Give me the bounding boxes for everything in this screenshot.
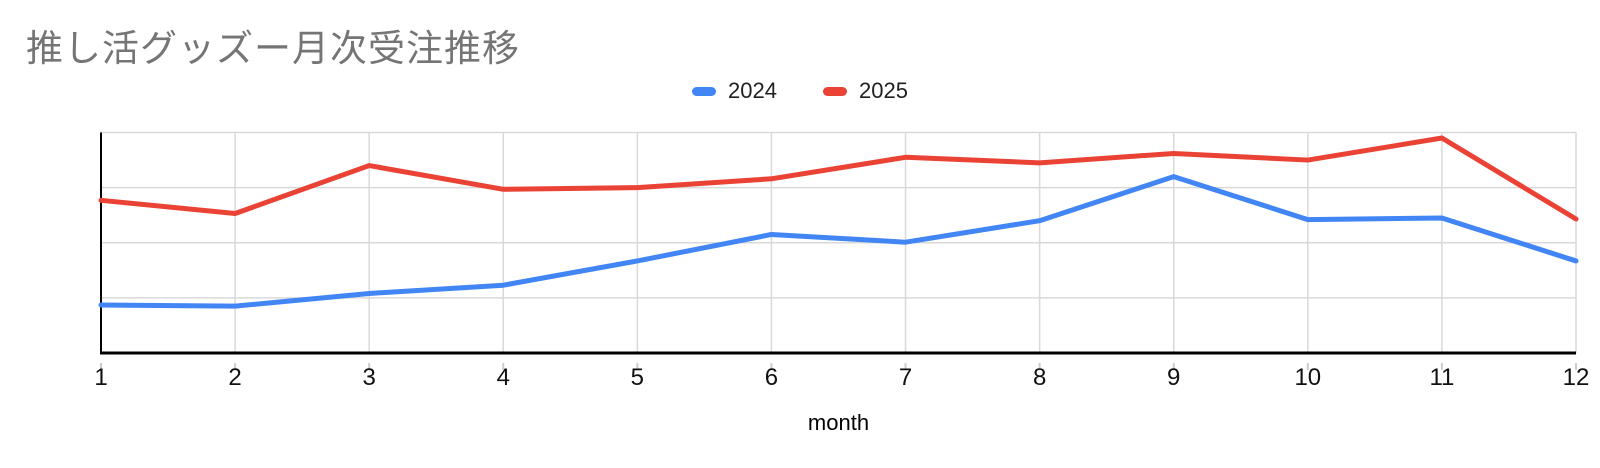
legend: 2024 2025 [0, 76, 1600, 106]
legend-swatch-2024-icon [692, 86, 717, 96]
x-axis-title: month [807, 410, 870, 435]
legend-label-2024: 2024 [728, 78, 777, 103]
series-line-2025[interactable] [98, 135, 1579, 222]
legend-item-2025[interactable]: 2025 [823, 78, 908, 104]
legend-swatch-2025-icon [823, 86, 847, 96]
legend-label-2025: 2025 [859, 78, 908, 103]
series-line-2024[interactable] [98, 174, 1579, 309]
legend-item-2024[interactable]: 2024 [692, 78, 777, 104]
chart-title: 推し活グッズー月次受注推移 [26, 28, 520, 69]
